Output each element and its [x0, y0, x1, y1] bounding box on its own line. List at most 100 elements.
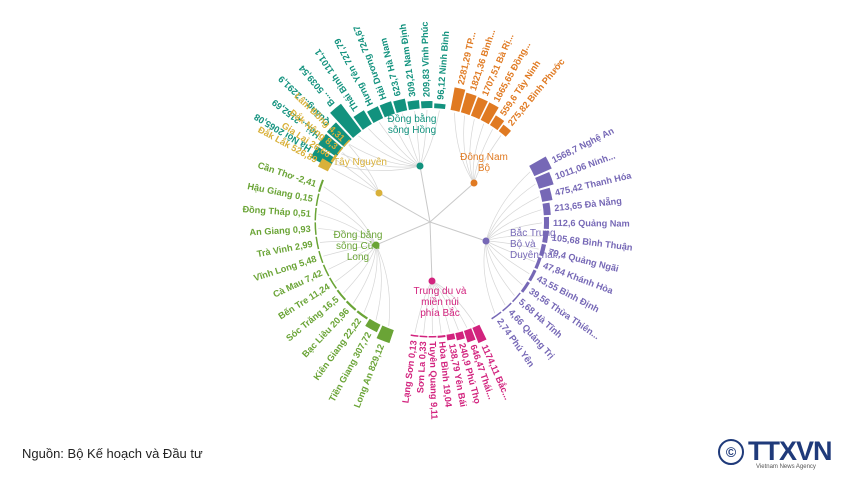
source-note: Nguồn: Bộ Kế hoạch và Đầu tư [22, 446, 203, 461]
hub-spoke [375, 221, 431, 246]
bar [407, 100, 420, 110]
bars [310, 87, 554, 344]
bar [376, 325, 394, 344]
group-label-line: Duyên hải... [510, 250, 563, 261]
bar-link [352, 244, 377, 304]
hub-spoke [429, 221, 487, 242]
bar [463, 328, 476, 343]
bar-link [341, 153, 421, 168]
bar [336, 146, 344, 155]
bar-link [485, 240, 506, 306]
group-dot [375, 189, 383, 197]
bar [317, 158, 332, 172]
bar-link [343, 244, 377, 294]
group-dot [372, 241, 380, 249]
bar [318, 250, 324, 264]
bar-link [419, 110, 440, 167]
bar [345, 300, 357, 311]
bar [353, 110, 372, 130]
group-label: Bắc Trung Bộ và Duyên hải... [510, 226, 563, 261]
group-label-line: Bộ [478, 163, 491, 174]
bar [470, 97, 488, 120]
bar-link [472, 123, 485, 184]
bar [542, 202, 551, 216]
bar [489, 115, 505, 131]
bar [318, 133, 344, 157]
bar [419, 335, 428, 338]
group-label-line: Tây Nguyên [333, 157, 387, 168]
bar-link [319, 200, 377, 246]
bar-link [349, 144, 421, 167]
bar-link [431, 280, 476, 325]
bar [434, 103, 446, 109]
bar-link [431, 280, 468, 328]
value-label: Tuyên Quang 9,11 [428, 341, 440, 419]
bar [491, 311, 502, 320]
bar [356, 310, 368, 320]
value-label: 112,6 Quảng Nam [553, 218, 630, 229]
bar [329, 277, 338, 289]
bar-link [318, 228, 377, 246]
ttxvn-logo: © TTXVN Vietnam News Agency [718, 436, 836, 472]
bar-link [469, 119, 475, 184]
value-label: An Giang 0,93 [249, 224, 311, 238]
value-label: 209,83 Vĩnh Phúc [420, 21, 432, 97]
bar [314, 207, 317, 221]
bar [480, 102, 499, 125]
bar [498, 124, 512, 137]
bar [428, 335, 437, 338]
group-label-line: Trung du và [414, 286, 467, 297]
bar-link [483, 240, 496, 314]
bar-link [378, 122, 421, 167]
bar [520, 281, 530, 293]
bar [379, 101, 395, 118]
group-label-line: Đồng bằng [388, 112, 437, 125]
group-dot [428, 277, 436, 285]
group-label: Trung du và miền núi phía Bắc [414, 286, 467, 319]
group-label-line: Đồng bằng [334, 228, 383, 241]
bar [410, 334, 419, 337]
group-label-line: Bắc Trung [510, 226, 556, 239]
bar [437, 334, 446, 338]
bar-link [318, 213, 377, 246]
bar [460, 92, 477, 116]
group-label: Đồng bằng sông Cửu Long [334, 228, 383, 263]
bar [365, 318, 381, 333]
hub-spoke [419, 165, 431, 223]
bar [528, 269, 537, 282]
bar-link [454, 112, 475, 184]
bar [330, 103, 362, 138]
bar [542, 230, 549, 243]
group-label-line: sông Hồng [388, 124, 436, 136]
bar [326, 122, 352, 147]
group-label: Đông Nam Bộ [460, 152, 508, 174]
value-label: Sơn La 0,33 [415, 341, 428, 393]
hub-spoke [378, 192, 431, 223]
bar [539, 187, 553, 202]
bar [543, 216, 550, 230]
bar-link [334, 163, 421, 171]
bar-link [368, 128, 421, 167]
group-label: Tây Nguyên [333, 157, 387, 168]
bar [535, 172, 554, 189]
bar [318, 179, 324, 192]
bar-link [485, 183, 536, 242]
hub-spoke [429, 221, 433, 282]
bar-link [485, 171, 531, 242]
bar [455, 331, 465, 341]
bar [539, 243, 547, 257]
hub-spoke [429, 182, 475, 223]
bar [315, 236, 320, 250]
bar [393, 98, 408, 113]
bar-link [363, 244, 378, 313]
bar [529, 156, 552, 177]
bar [512, 292, 521, 303]
bar [343, 139, 351, 147]
bar [314, 222, 317, 235]
bar [330, 154, 338, 163]
group-label-line: sông Cửu [336, 240, 380, 252]
bar [420, 101, 433, 109]
